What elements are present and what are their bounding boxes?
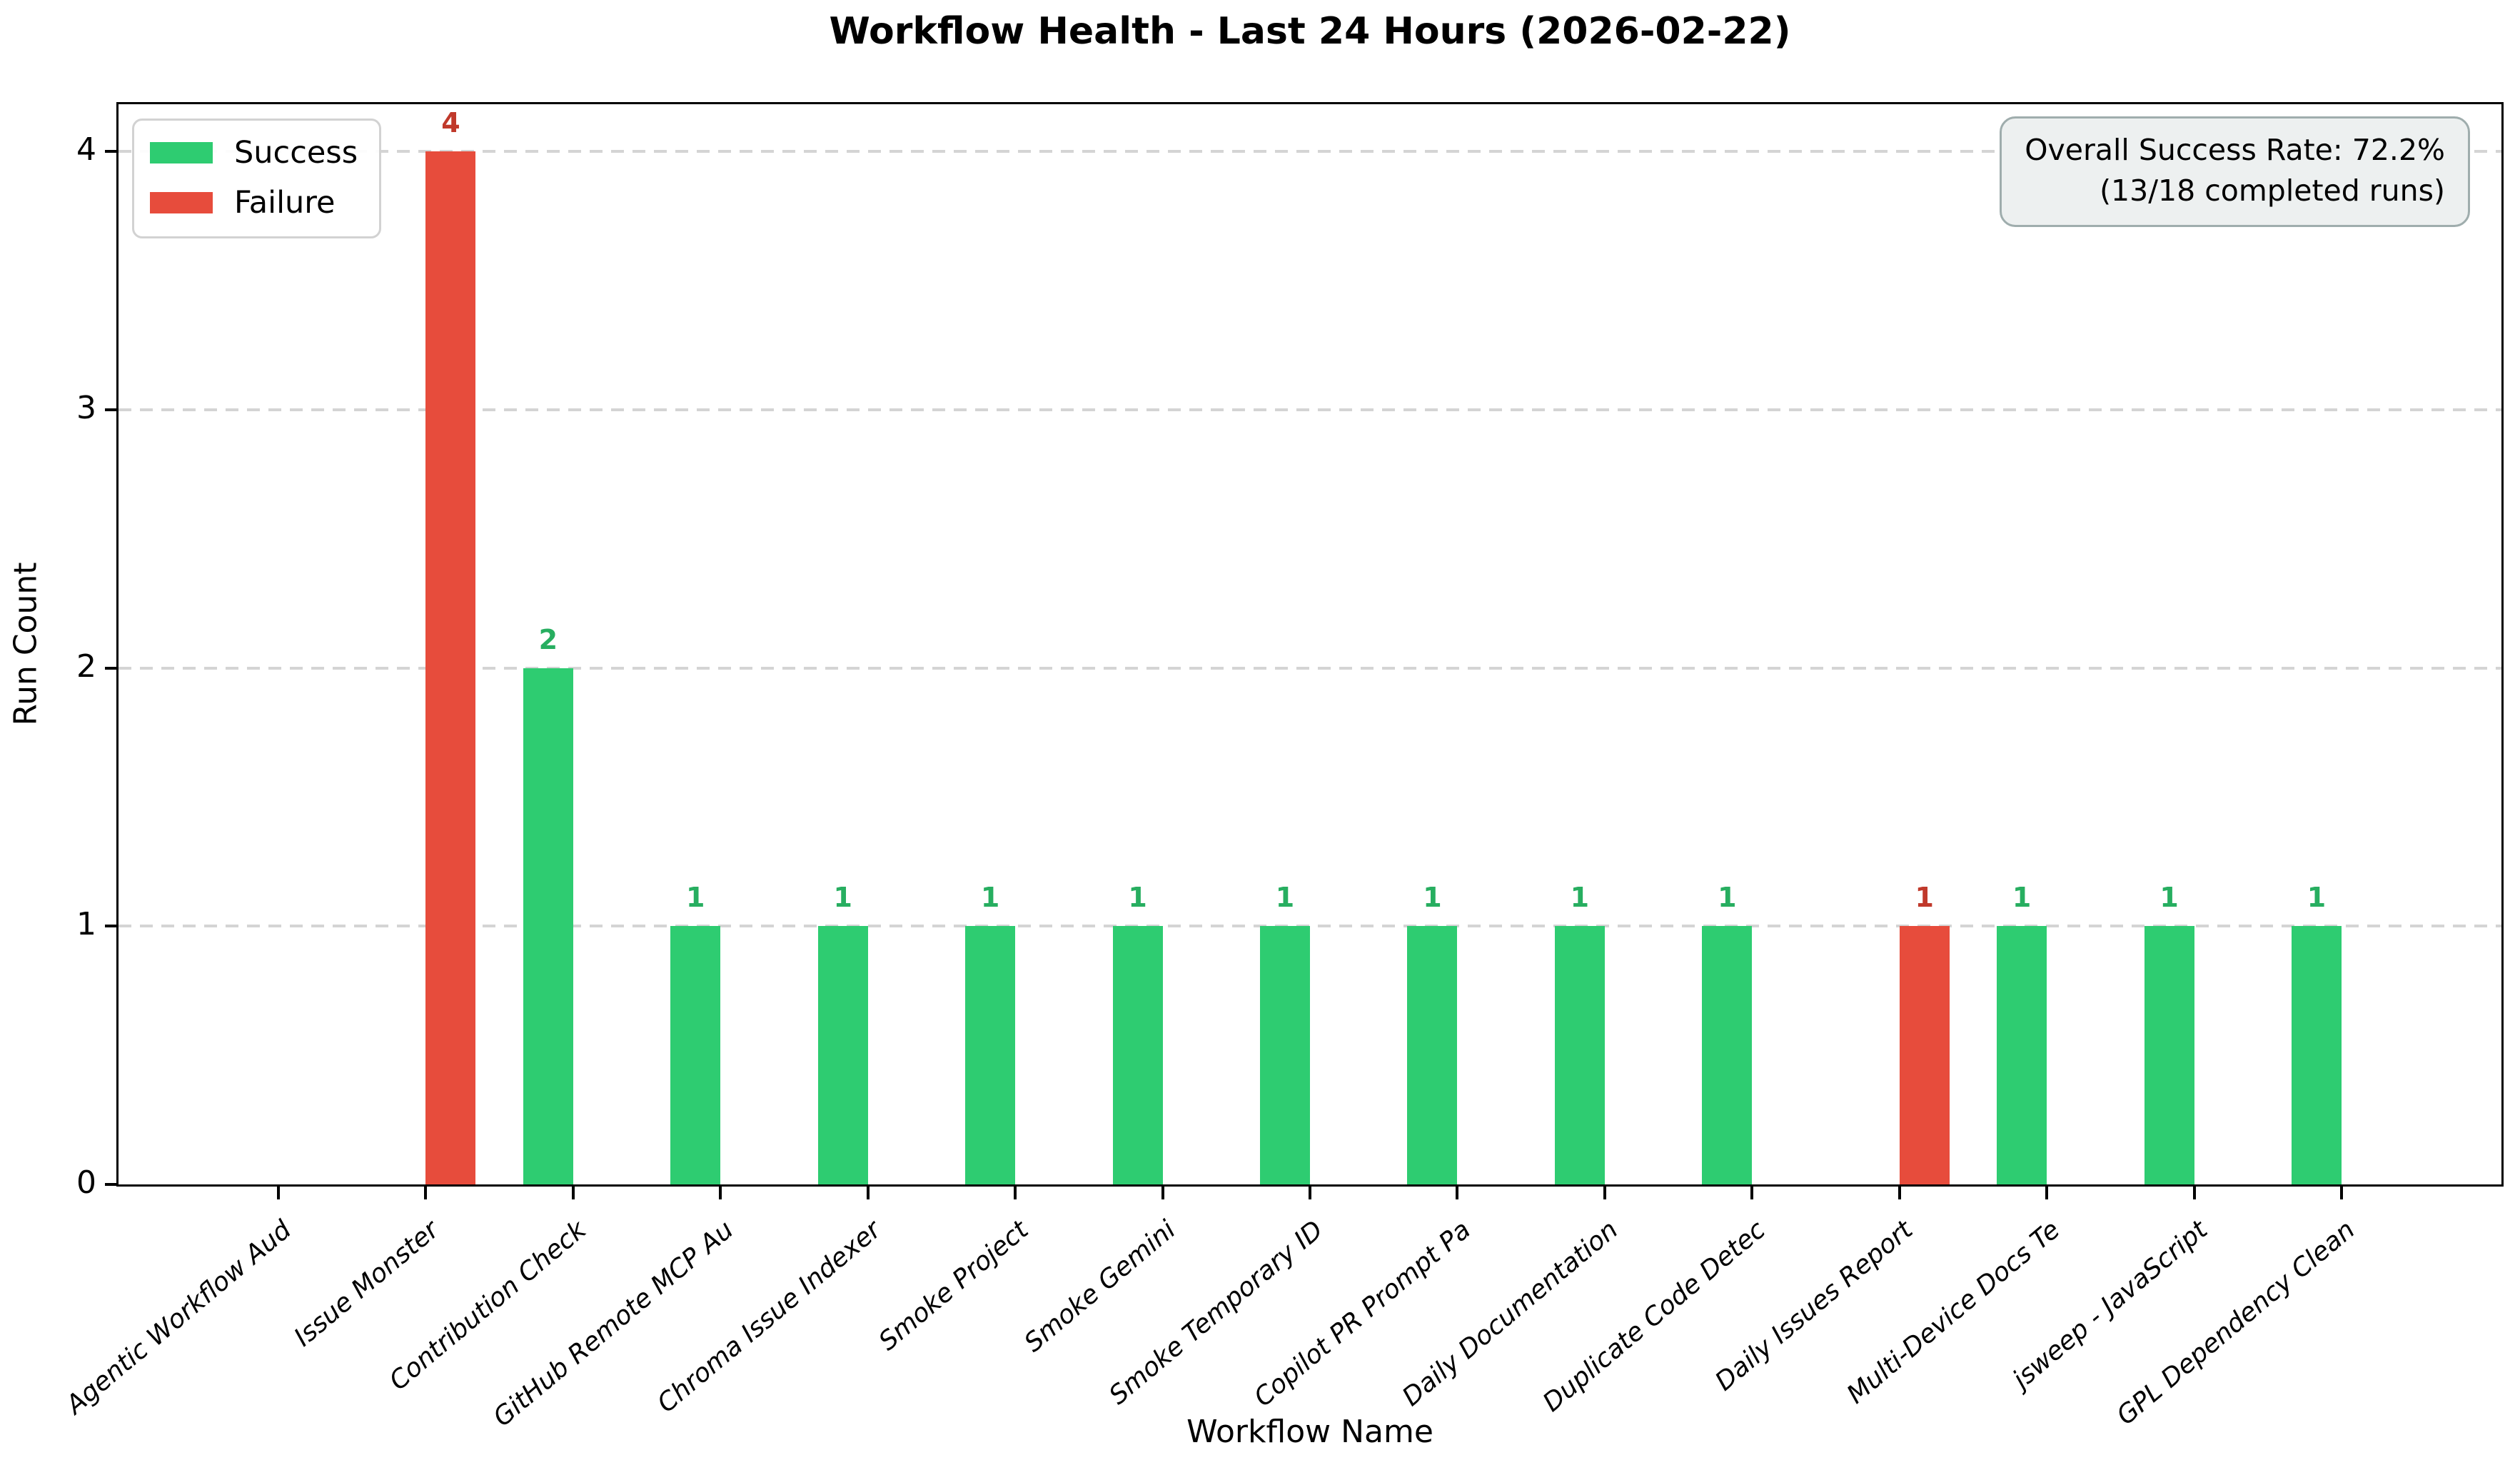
chart-title: Workflow Health - Last 24 Hours (2026-02… (829, 10, 1791, 53)
failure-bar (1899, 926, 1950, 1184)
bar-value-label: 1 (2159, 882, 2179, 914)
x-tick-mark (1161, 1187, 1164, 1199)
success-bar (1997, 926, 2047, 1184)
y-tick-label: 2 (76, 648, 96, 685)
x-tick-mark (1309, 1187, 1311, 1199)
y-tick-mark (105, 925, 116, 928)
x-tick-label: Smoke Project (873, 1215, 1034, 1356)
y-tick-label: 1 (76, 906, 96, 943)
y-tick-label: 3 (76, 389, 96, 426)
y-tick-mark (105, 408, 116, 411)
bar-value-label: 1 (980, 882, 1000, 914)
bar-value-label: 1 (2012, 882, 2032, 914)
y-tick-label: 4 (76, 131, 96, 168)
success-bar (1260, 926, 1310, 1184)
bar-value-label: 1 (1718, 882, 1737, 914)
success-bar (965, 926, 1016, 1184)
x-tick-mark (719, 1187, 722, 1199)
y-tick-mark (105, 666, 116, 670)
y-tick-mark (105, 150, 116, 153)
bar-value-label: 1 (686, 882, 705, 914)
success-bar (670, 926, 721, 1184)
y-axis-label: Run Count (7, 562, 44, 726)
x-tick-mark (866, 1187, 870, 1199)
gridline-y4 (119, 150, 2501, 153)
bar-value-label: 1 (1915, 882, 1934, 914)
x-tick-mark (424, 1187, 428, 1199)
success-bar (523, 668, 573, 1184)
success-rate-line: Overall Success Rate: 72.2% (2025, 133, 2445, 167)
success-bar (1112, 926, 1163, 1184)
x-tick-mark (277, 1187, 280, 1199)
x-tick-mark (2340, 1187, 2344, 1199)
success-bar (1407, 926, 1458, 1184)
bar-value-label: 1 (1275, 882, 1295, 914)
plot-area: 4 2 1 1 1 1 1 1 1 1 1 1 1 1 (116, 102, 2504, 1187)
bar-value-label: 2 (538, 623, 558, 655)
x-tick-mark (1750, 1187, 1754, 1199)
success-bar (2292, 926, 2342, 1184)
x-tick-mark (1897, 1187, 1901, 1199)
legend: Success Failure (132, 119, 382, 238)
success-bar (2144, 926, 2194, 1184)
x-tick-label: Agentic Workflow Aud (61, 1215, 298, 1420)
success-swatch-icon (150, 142, 213, 163)
gridline-y1 (119, 925, 2501, 928)
bar-value-label: 1 (833, 882, 852, 914)
x-axis-label: Workflow Name (1186, 1414, 1433, 1450)
x-tick-label: GPL Dependency Clean (2111, 1215, 2361, 1431)
x-tick-mark (2045, 1187, 2049, 1199)
success-bar (817, 926, 868, 1184)
x-tick-label: Issue Monster (288, 1215, 445, 1353)
failure-swatch-icon (150, 192, 213, 213)
completed-runs-line: (13/18 completed runs) (2100, 173, 2445, 208)
x-tick-mark (571, 1187, 575, 1199)
bar-value-label: 1 (1128, 882, 1147, 914)
bar-value-label: 1 (2307, 882, 2327, 914)
x-tick-mark (1014, 1187, 1017, 1199)
legend-entry-success: Success (150, 135, 358, 171)
x-tick-mark (1603, 1187, 1606, 1199)
bar-value-label: 1 (1423, 882, 1442, 914)
failure-bar (425, 151, 476, 1184)
bar-value-label: 4 (441, 107, 460, 139)
bar-value-label: 1 (1570, 882, 1590, 914)
legend-label-success: Success (234, 135, 358, 171)
success-bar (1702, 926, 1753, 1184)
gridline-y3 (119, 408, 2501, 411)
x-tick-label: Smoke Gemini (1019, 1215, 1181, 1359)
success-bar (1554, 926, 1605, 1184)
gridline-y2 (119, 666, 2501, 670)
legend-label-failure: Failure (234, 185, 336, 221)
y-tick-label: 0 (76, 1164, 96, 1201)
x-tick-label: GitHub Remote MCP Au (488, 1215, 740, 1433)
success-rate-annotation: Overall Success Rate: 72.2% (13/18 compl… (2000, 116, 2470, 227)
y-tick-mark (105, 1183, 116, 1186)
x-tick-mark (1456, 1187, 1459, 1199)
x-tick-mark (2192, 1187, 2196, 1199)
legend-entry-failure: Failure (150, 185, 358, 221)
